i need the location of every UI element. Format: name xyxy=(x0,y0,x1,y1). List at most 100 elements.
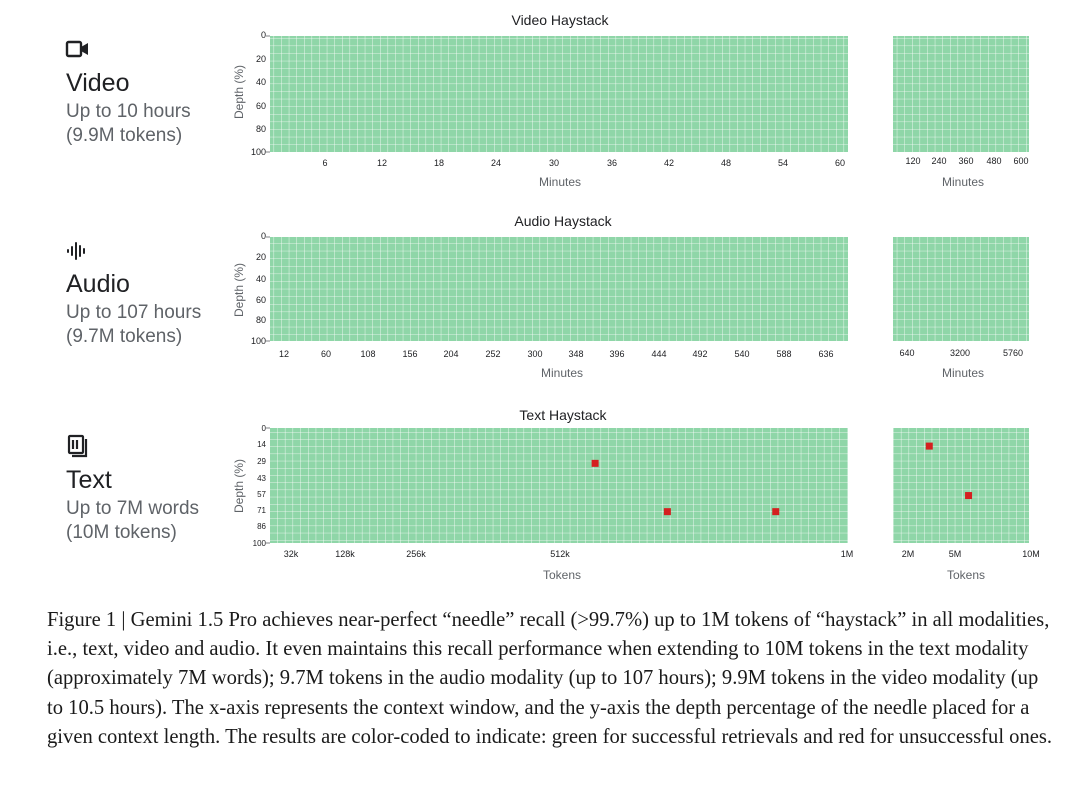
y-tick-label: 60 xyxy=(256,101,266,111)
audio-chart-title: Audio Haystack xyxy=(514,213,612,229)
y-tick-label: 20 xyxy=(256,54,266,64)
y-tick-label: 71 xyxy=(257,506,266,515)
x-tick-label: 396 xyxy=(609,349,624,359)
x-tick-label: 42 xyxy=(664,158,674,168)
failure-cell xyxy=(663,508,671,516)
audio-tokens: (9.7M tokens) xyxy=(66,326,182,347)
text-chart-title: Text Haystack xyxy=(519,407,607,423)
x-tick-label: 1M xyxy=(841,549,854,559)
x-tick-label: 348 xyxy=(568,349,583,359)
audio-main-heatmap xyxy=(270,237,848,341)
x-tick-label: 10M xyxy=(1022,549,1040,559)
failure-cell xyxy=(772,508,780,516)
x-tick-label: 512k xyxy=(550,549,570,559)
text-main-heatmap xyxy=(270,428,848,543)
x-tick-label: 252 xyxy=(485,349,500,359)
audio-haystack-chart: Audio Haystack Depth (%) 0 20 40 60 80 1… xyxy=(232,213,1029,380)
x-tick-label: 360 xyxy=(958,156,973,166)
x-tick-label: 240 xyxy=(931,156,946,166)
video-y-ticks: 0 20 40 60 80 100 xyxy=(251,30,266,157)
text-word-count: Up to 7M words xyxy=(66,498,199,519)
x-tick-label: 2M xyxy=(902,549,915,559)
x-tick-label: 32k xyxy=(284,549,299,559)
y-tick-label: 0 xyxy=(261,30,266,40)
y-tick-label: 100 xyxy=(251,147,266,157)
audio-ext-heatmap xyxy=(893,237,1029,341)
figure-caption: Figure 1 | Gemini 1.5 Pro achieves near-… xyxy=(47,609,1053,748)
video-duration: Up to 10 hours xyxy=(66,101,191,122)
video-y-axis-label: Depth (%) xyxy=(232,65,246,119)
audio-y-ticks: 0 20 40 60 80 100 xyxy=(251,231,266,346)
x-tick-label: 54 xyxy=(778,158,788,168)
x-tick-label: 540 xyxy=(734,349,749,359)
audio-label-block: Audio Up to 107 hours (9.7M tokens) xyxy=(66,242,201,347)
x-tick-label: 640 xyxy=(899,348,914,358)
x-tick-label: 30 xyxy=(549,158,559,168)
video-ext-x-axis-label: Minutes xyxy=(942,175,984,189)
x-tick-label: 108 xyxy=(360,349,375,359)
text-y-ticks: 0 14 29 43 57 71 86 100 xyxy=(253,424,267,548)
y-tick-label: 86 xyxy=(257,522,266,531)
x-tick-label: 636 xyxy=(818,349,833,359)
y-tick-label: 43 xyxy=(257,474,266,483)
document-icon xyxy=(67,434,88,458)
text-main-x-ticks: 32k 128k 256k 512k 1M xyxy=(284,549,854,559)
axis-ticks xyxy=(266,35,270,544)
y-tick-label: 80 xyxy=(256,315,266,325)
video-main-x-axis-label: Minutes xyxy=(539,175,581,189)
text-ext-x-ticks: 2M 5M 10M xyxy=(902,549,1040,559)
x-tick-label: 444 xyxy=(651,349,666,359)
x-tick-label: 256k xyxy=(406,549,426,559)
y-tick-label: 80 xyxy=(256,124,266,134)
text-haystack-chart: Text Haystack Depth (%) 0 14 29 43 57 71… xyxy=(232,407,1040,582)
text-tokens: (10M tokens) xyxy=(66,522,177,543)
video-ext-x-ticks: 120 240 360 480 600 xyxy=(905,156,1028,166)
y-tick-label: 40 xyxy=(256,274,266,284)
audio-modality-title: Audio xyxy=(66,270,130,298)
y-tick-label: 29 xyxy=(257,457,266,466)
failure-cell xyxy=(925,442,933,450)
audio-duration: Up to 107 hours xyxy=(66,302,201,323)
text-modality-title: Text xyxy=(66,466,112,494)
text-main-x-axis-label: Tokens xyxy=(543,568,581,582)
video-main-heatmap xyxy=(270,36,848,152)
failure-cell xyxy=(591,459,599,467)
text-ext-heatmap xyxy=(893,428,1029,543)
x-tick-label: 204 xyxy=(443,349,458,359)
y-tick-label: 100 xyxy=(251,336,266,346)
y-tick-label: 20 xyxy=(256,252,266,262)
y-tick-label: 0 xyxy=(261,231,266,241)
video-ext-heatmap xyxy=(893,36,1029,152)
x-tick-label: 5760 xyxy=(1003,348,1023,358)
figure-canvas: Video Up to 10 hours (9.9M tokens) Audio… xyxy=(65,12,1040,582)
y-tick-label: 40 xyxy=(256,77,266,87)
text-ext-x-axis-label: Tokens xyxy=(947,568,985,582)
x-tick-label: 5M xyxy=(949,549,962,559)
y-tick-label: 100 xyxy=(253,539,267,548)
audio-waveform-icon xyxy=(67,242,85,260)
x-tick-label: 12 xyxy=(279,349,289,359)
video-tokens: (9.9M tokens) xyxy=(66,125,182,146)
failure-cells xyxy=(591,442,973,516)
y-tick-label: 0 xyxy=(262,424,267,433)
failure-cell xyxy=(965,492,973,500)
y-tick-label: 57 xyxy=(257,490,266,499)
x-tick-label: 6 xyxy=(322,158,327,168)
x-tick-label: 18 xyxy=(434,158,444,168)
y-tick-label: 14 xyxy=(257,440,266,449)
y-tick-label: 60 xyxy=(256,295,266,305)
x-tick-label: 60 xyxy=(835,158,845,168)
video-label-block: Video Up to 10 hours (9.9M tokens) xyxy=(65,40,191,146)
x-tick-label: 36 xyxy=(607,158,617,168)
text-y-axis-label: Depth (%) xyxy=(232,459,246,513)
x-tick-label: 156 xyxy=(402,349,417,359)
x-tick-label: 60 xyxy=(321,349,331,359)
x-tick-label: 24 xyxy=(491,158,501,168)
x-tick-label: 128k xyxy=(335,549,355,559)
x-tick-label: 300 xyxy=(527,349,542,359)
video-modality-title: Video xyxy=(66,69,130,97)
x-tick-label: 492 xyxy=(692,349,707,359)
video-main-x-ticks: 6 12 18 24 30 36 42 48 54 60 xyxy=(322,158,845,168)
x-tick-label: 480 xyxy=(986,156,1001,166)
audio-ext-x-ticks: 640 3200 5760 xyxy=(899,348,1023,358)
